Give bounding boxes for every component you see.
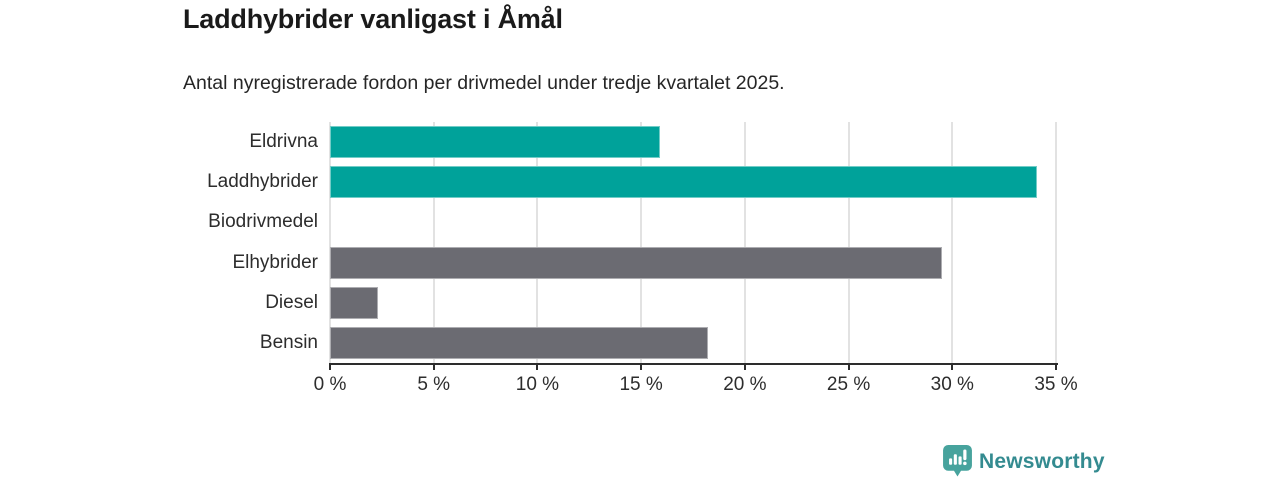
gridline-25	[847, 122, 850, 363]
gridline-35	[1055, 122, 1057, 363]
x-axis-tick-label: 25 %	[826, 374, 871, 395]
newsworthy-logo-icon	[943, 445, 972, 477]
category-label-diesel: Diesel	[265, 291, 318, 313]
x-axis-tick-label: 35 %	[1034, 374, 1078, 395]
category-label-elhybrider: Elhybrider	[232, 251, 318, 273]
gridline-30	[951, 122, 954, 363]
x-axis-tick-15	[640, 363, 643, 370]
x-axis-tick-5	[432, 363, 435, 370]
category-label-laddhybrider: Laddhybrider	[207, 171, 318, 193]
x-axis-tick-25	[847, 363, 850, 370]
x-axis-tick-35	[1055, 363, 1057, 370]
x-axis-tick-label: 0 %	[313, 374, 347, 395]
chart-title: Laddhybrider vanligast i Åmål	[183, 4, 563, 34]
x-axis-tick-label: 20 %	[723, 374, 767, 395]
bar-elhybrider	[330, 246, 942, 279]
x-axis-tick-10	[536, 363, 539, 370]
gridline-10	[536, 122, 539, 363]
x-axis-tick-label: 10 %	[515, 374, 560, 395]
x-axis-tick-label: 30 %	[930, 374, 974, 395]
x-axis-tick-label: 15 %	[619, 374, 663, 395]
bar-laddhybrider	[330, 166, 1038, 199]
x-axis-tick-20	[743, 363, 746, 370]
x-axis-tick-30	[951, 363, 954, 370]
bar-diesel	[330, 286, 378, 319]
chart-subtitle: Antal nyregistrerade fordon per drivmede…	[183, 72, 785, 94]
x-axis-tick-label: 5 %	[417, 374, 451, 395]
brand-footer: Newsworthy	[943, 445, 1105, 478]
category-label-eldrivna: Eldrivna	[249, 131, 318, 153]
bar-bensin	[330, 326, 708, 359]
x-axis-line	[330, 363, 1058, 365]
category-label-bensin: Bensin	[259, 331, 318, 353]
brand-name: Newsworthy	[979, 449, 1105, 473]
x-axis-tick-0	[329, 363, 331, 370]
gridline-0	[329, 122, 331, 363]
gridline-20	[743, 122, 746, 363]
category-label-biodrivmedel: Biodrivmedel	[208, 211, 318, 233]
gridline-5	[432, 122, 435, 363]
gridline-15	[640, 122, 643, 363]
bar-eldrivna	[330, 126, 660, 159]
plot-area: 0 % 5 % 10 % 15 % 20 % 25 % 30 % 35 % Eldrivna La…	[207, 122, 1078, 395]
